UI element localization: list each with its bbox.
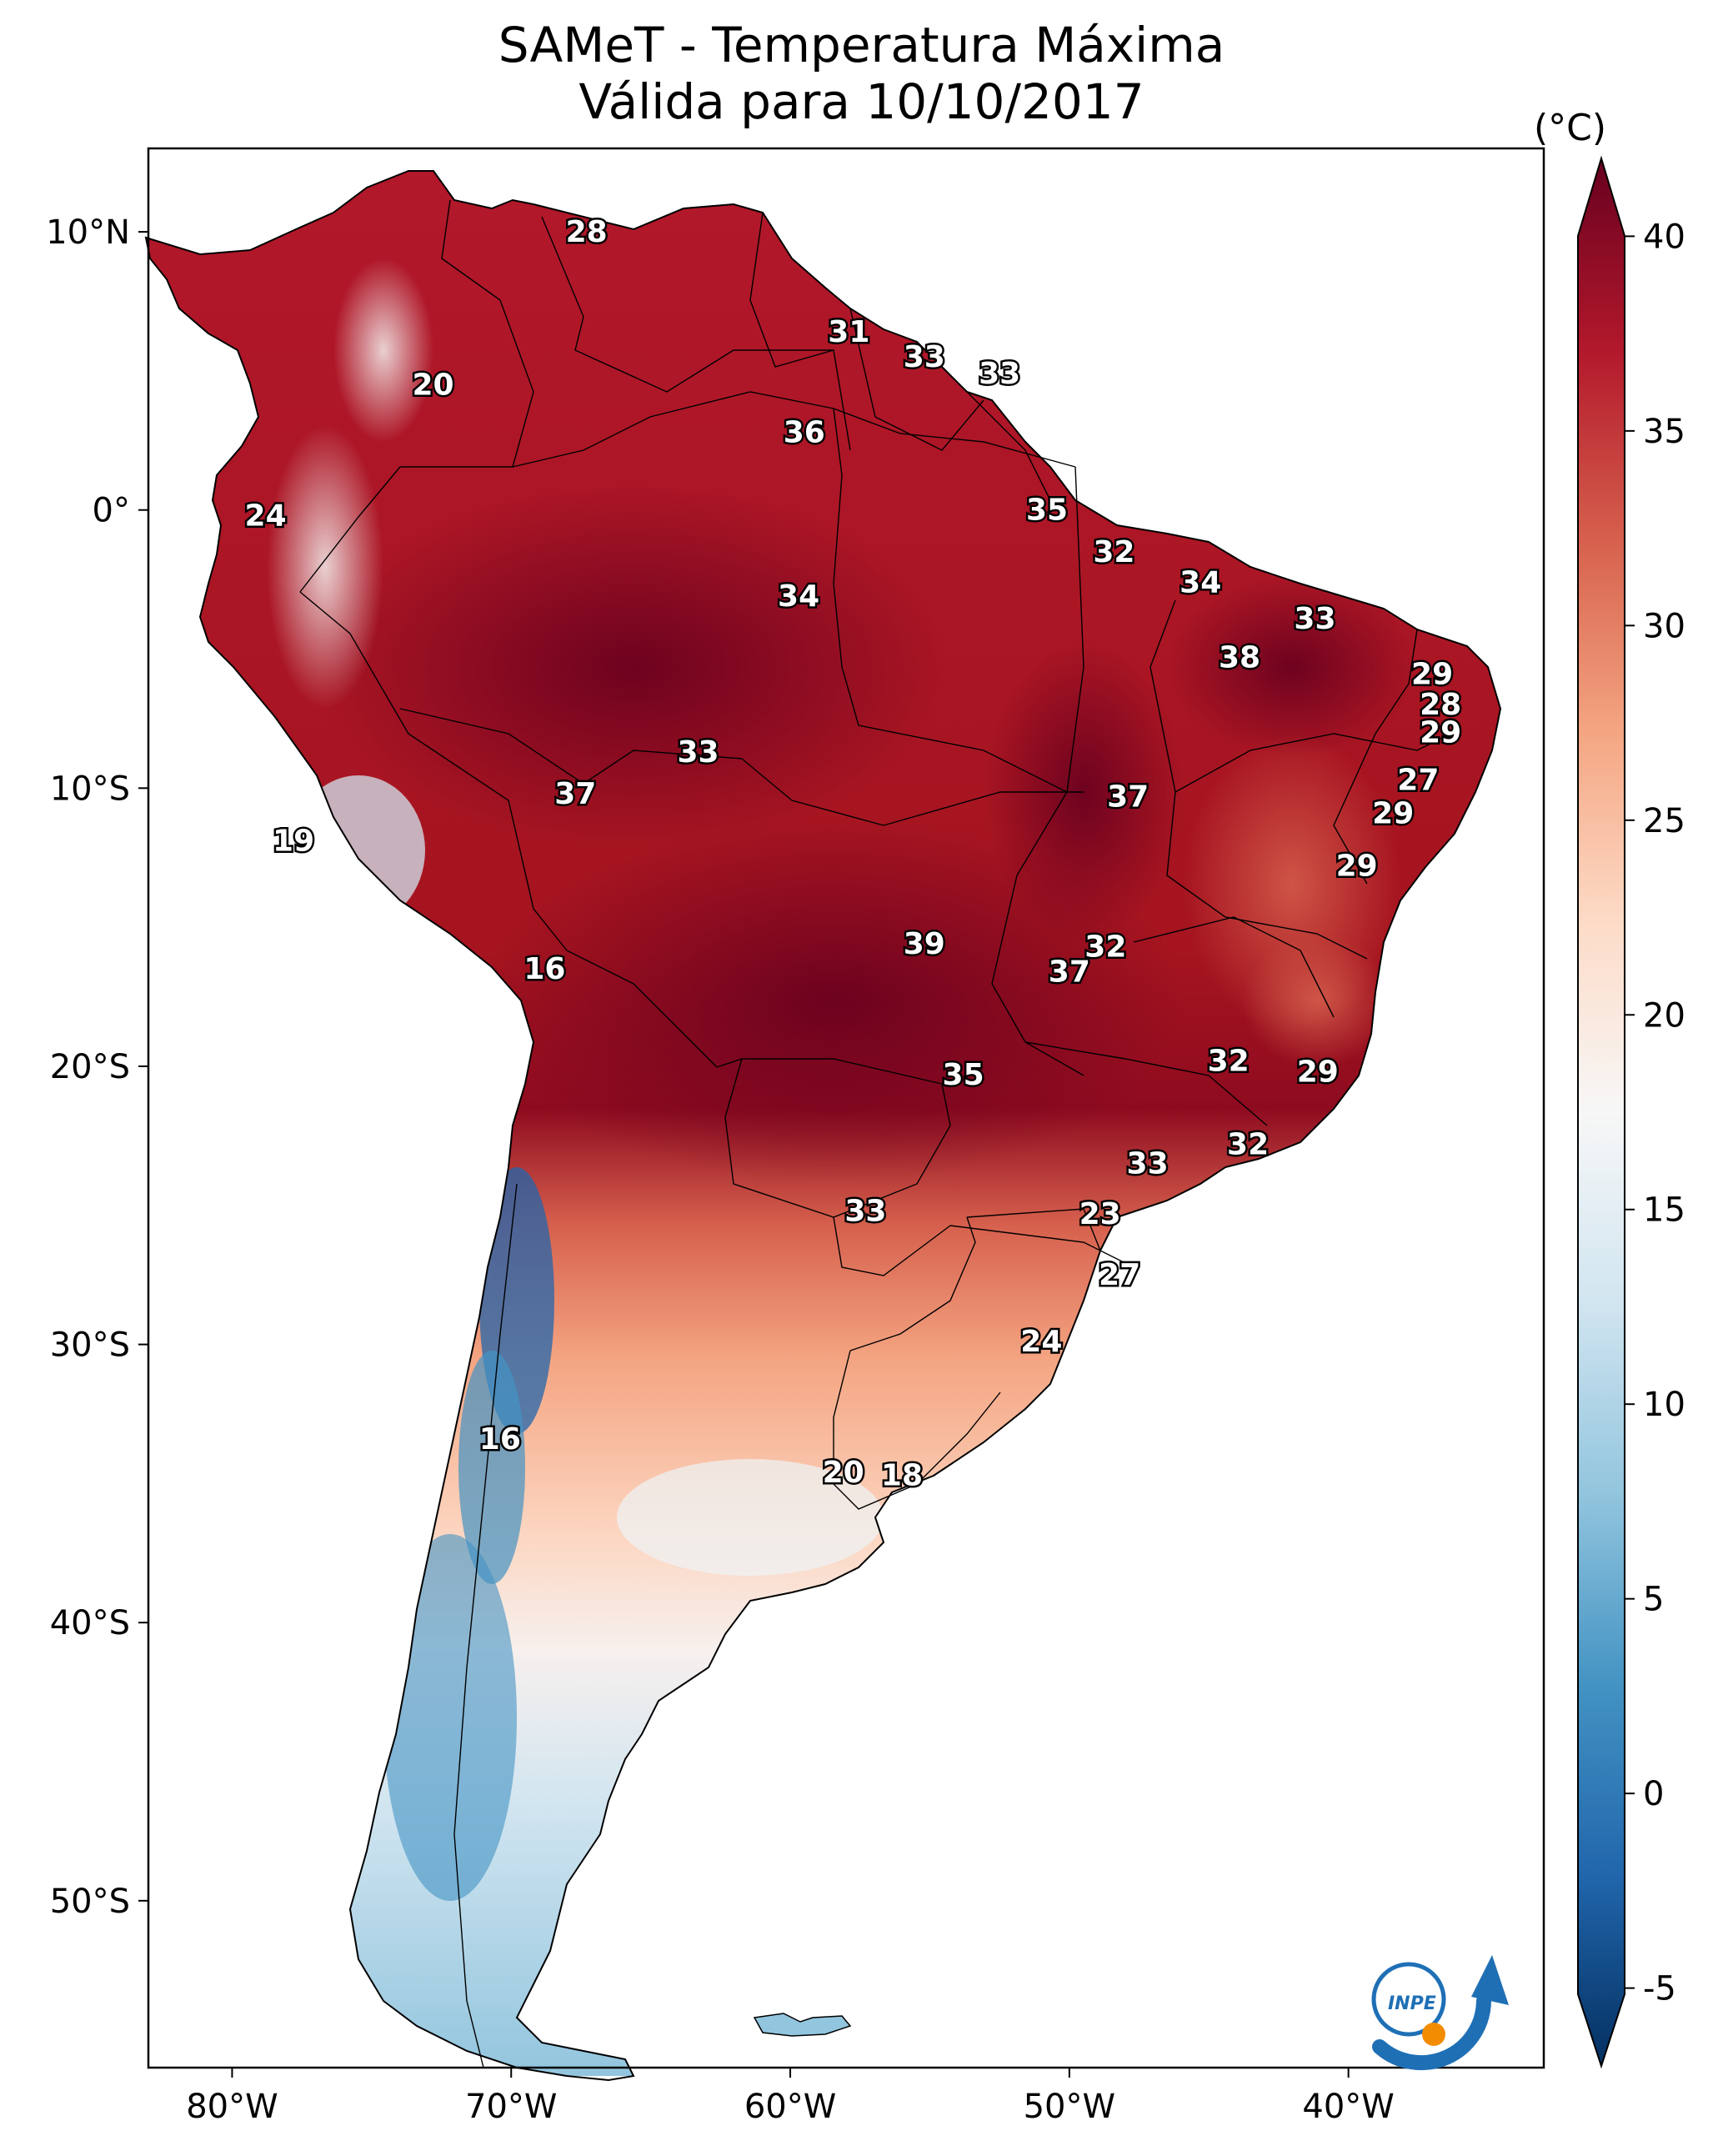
station-value-label: 32 xyxy=(1084,930,1126,964)
station-value-label: 16 xyxy=(479,1422,521,1457)
station-value-label: 33 xyxy=(904,340,945,374)
colorbar-body xyxy=(1577,155,1625,2069)
logo-arrow-icon xyxy=(1471,1955,1509,2005)
map-title: SAMeT - Temperatura Máxima Válida para 1… xyxy=(0,17,1723,130)
lon-tick-label: 70°W xyxy=(465,2088,557,2126)
lat-tick-label: 40°S xyxy=(50,1604,130,1642)
station-value-label: 20 xyxy=(823,1456,864,1490)
station-value-label: 20 xyxy=(412,369,453,403)
station-value-label: 39 xyxy=(904,927,945,961)
colorbar-unit: (°C) xyxy=(1534,107,1607,149)
station-value-label: 29 xyxy=(1372,796,1414,830)
station-value-label: 37 xyxy=(1049,955,1090,990)
station-value-label: 36 xyxy=(784,415,825,449)
station-value-label: 23 xyxy=(1079,1197,1121,1231)
title-line-2: Válida para 10/10/2017 xyxy=(579,73,1144,130)
station-value-label: 33 xyxy=(979,357,1020,391)
station-value-label: 18 xyxy=(881,1458,923,1492)
colorbar-tick-label: 30 xyxy=(1643,607,1685,645)
latitude-axis: 10°N 0° 10°S 20°S 30°S 40°S 50°S xyxy=(46,213,148,1921)
falkland-islands xyxy=(753,2013,852,2037)
colorbar-tick-label: 35 xyxy=(1643,413,1685,451)
colorbar-tick-label: 25 xyxy=(1643,802,1685,840)
station-value-label: 28 xyxy=(1420,688,1461,722)
colorbar-tick-label: 0 xyxy=(1643,1775,1664,1813)
station-value-label: 32 xyxy=(1208,1044,1250,1078)
station-value-label: 29 xyxy=(1336,850,1378,884)
colorbar-tick-label: 15 xyxy=(1643,1191,1685,1230)
station-value-label: 24 xyxy=(245,499,287,533)
colorbar-ticks: 40 35 30 25 20 15 10 5 0 -5 xyxy=(1625,218,1685,2008)
lat-tick-label: 10°S xyxy=(50,770,130,808)
station-value-label: 27 xyxy=(1397,763,1439,797)
map-frame xyxy=(147,147,1545,2069)
lat-tick-label: 50°S xyxy=(50,1883,130,1921)
colorbar-tick-label: -5 xyxy=(1643,1970,1676,2008)
station-value-label: 29 xyxy=(1420,716,1461,750)
station-value-label: 33 xyxy=(1294,602,1335,636)
station-value-label: 34 xyxy=(1180,565,1221,599)
station-value-label: 37 xyxy=(554,777,596,811)
colorbar-tick-label: 5 xyxy=(1643,1581,1664,1619)
station-value-label: 27 xyxy=(1099,1258,1140,1292)
logo-sun-icon xyxy=(1422,2023,1445,2046)
country-borders xyxy=(299,199,1451,2068)
station-value-label: 35 xyxy=(943,1058,984,1092)
station-value-label: 32 xyxy=(1093,535,1134,569)
colorbar-tick-label: 20 xyxy=(1643,996,1685,1035)
station-value-label: 34 xyxy=(778,579,819,614)
station-value-label: 29 xyxy=(1297,1055,1339,1090)
station-value-label: 33 xyxy=(1127,1147,1169,1181)
station-value-label: 33 xyxy=(678,735,719,770)
lat-tick-label: 0° xyxy=(93,492,130,530)
lon-tick-label: 80°W xyxy=(186,2088,278,2126)
station-value-label: 35 xyxy=(1026,494,1068,528)
lon-tick-label: 50°W xyxy=(1024,2088,1115,2126)
logo-text: INPE xyxy=(1388,1993,1436,2014)
colorbar-tick-label: 10 xyxy=(1643,1386,1685,1424)
station-value-label: 16 xyxy=(523,952,565,986)
lon-tick-label: 40°W xyxy=(1302,2088,1394,2126)
station-value-label: 31 xyxy=(828,315,869,349)
inpe-logo: INPE xyxy=(1371,1955,1509,2071)
lon-tick-label: 60°W xyxy=(744,2088,836,2126)
longitude-axis: 80°W 70°W 60°W 50°W 40°W xyxy=(186,2068,1395,2126)
station-value-label: 37 xyxy=(1107,780,1149,814)
station-value-label: 19 xyxy=(273,825,314,859)
station-value-label: 28 xyxy=(566,215,608,249)
station-value-label: 38 xyxy=(1219,641,1260,675)
lat-tick-label: 20°S xyxy=(50,1048,130,1086)
station-value-label: 32 xyxy=(1227,1127,1269,1161)
station-value-label: 24 xyxy=(1020,1325,1062,1359)
colorbar-tick-label: 40 xyxy=(1643,218,1685,256)
station-value-label: 33 xyxy=(844,1194,886,1228)
lat-tick-label: 30°S xyxy=(50,1326,130,1365)
lat-tick-label: 10°N xyxy=(46,213,130,252)
station-value-label: 29 xyxy=(1411,658,1453,692)
colorbar: 40 35 30 25 20 15 10 5 0 -5 xyxy=(1577,155,1685,2069)
title-line-1: SAMeT - Temperatura Máxima xyxy=(498,17,1225,73)
